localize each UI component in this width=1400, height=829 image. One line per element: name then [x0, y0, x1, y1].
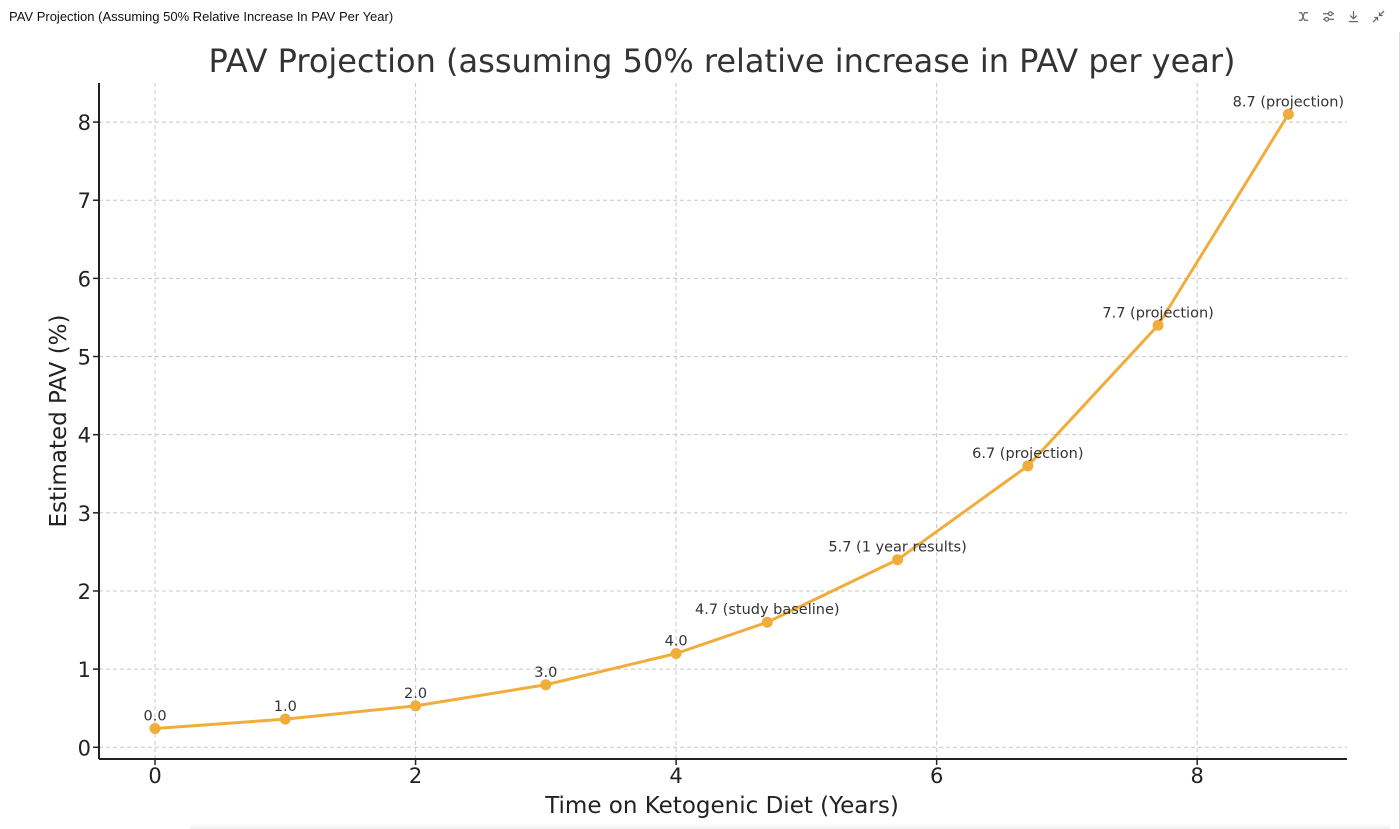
toolbar	[1294, 7, 1388, 26]
y-tick-label: 5	[78, 346, 91, 370]
y-tick-label: 2	[78, 580, 91, 604]
data-point	[279, 713, 291, 725]
data-label: 2.0	[404, 686, 427, 702]
settings-icon	[1322, 11, 1335, 22]
data-label: 4.7 (study baseline)	[695, 602, 840, 618]
download-button[interactable]	[1344, 7, 1363, 26]
data-point	[410, 700, 422, 712]
data-point	[761, 616, 773, 628]
collapse-button[interactable]	[1369, 7, 1388, 26]
y-tick-label: 0	[78, 736, 91, 760]
data-label: 7.7 (projection)	[1102, 305, 1213, 321]
y-tick-label: 3	[78, 502, 91, 526]
x-axis-label: Time on Ketogenic Diet (Years)	[544, 793, 899, 819]
y-tick-label: 8	[78, 111, 91, 135]
x-tick-label: 4	[669, 764, 682, 788]
x-tick-label: 6	[930, 764, 943, 788]
bottom-shadow	[190, 824, 1390, 829]
data-point	[892, 554, 904, 566]
data-label: 6.7 (projection)	[972, 446, 1083, 462]
data-label: 3.0	[534, 665, 557, 681]
data-point	[540, 679, 552, 691]
data-label: 1.0	[274, 699, 297, 715]
data-point	[1282, 108, 1294, 120]
data-label: 0.0	[143, 709, 166, 725]
data-labels: 0.0 1.0 2.0 3.0 4.0 4.7 (study baseline) 5.7 (…	[143, 94, 1344, 724]
collapse-icon	[1372, 10, 1385, 23]
tick-labels: 0 2 4 6 8 0 1 2 3 4 5 6 7 8	[78, 111, 1204, 788]
series-line	[154, 113, 1290, 731]
axes	[98, 83, 1347, 760]
data-label: 5.7 (1 year results)	[828, 540, 966, 556]
x-tick-label: 2	[409, 764, 422, 788]
interactive-button[interactable]	[1294, 7, 1313, 26]
y-tick-label: 7	[78, 189, 91, 213]
download-icon	[1348, 10, 1359, 23]
data-label: 4.0	[665, 633, 688, 649]
y-axis-label: Estimated PAV (%)	[46, 314, 72, 527]
y-tick-label: 6	[78, 267, 91, 291]
data-point	[670, 647, 682, 659]
x-tick-label: 8	[1191, 764, 1204, 788]
data-point	[149, 723, 161, 735]
data-point	[1022, 460, 1034, 472]
y-tick-label: 4	[78, 424, 91, 448]
settings-button[interactable]	[1319, 7, 1338, 26]
interactive-icon	[1298, 12, 1309, 21]
data-label: 8.7 (projection)	[1233, 94, 1344, 110]
x-tick-label: 0	[148, 764, 161, 788]
window-header: PAV Projection (Assuming 50% Relative In…	[0, 0, 1400, 32]
window-title: PAV Projection (Assuming 50% Relative In…	[9, 9, 394, 24]
y-tick-label: 1	[78, 658, 91, 682]
data-points	[149, 108, 1294, 735]
data-point	[1152, 319, 1164, 331]
grid	[99, 83, 1347, 759]
chart-title: PAV Projection (assuming 50% relative in…	[208, 42, 1235, 80]
